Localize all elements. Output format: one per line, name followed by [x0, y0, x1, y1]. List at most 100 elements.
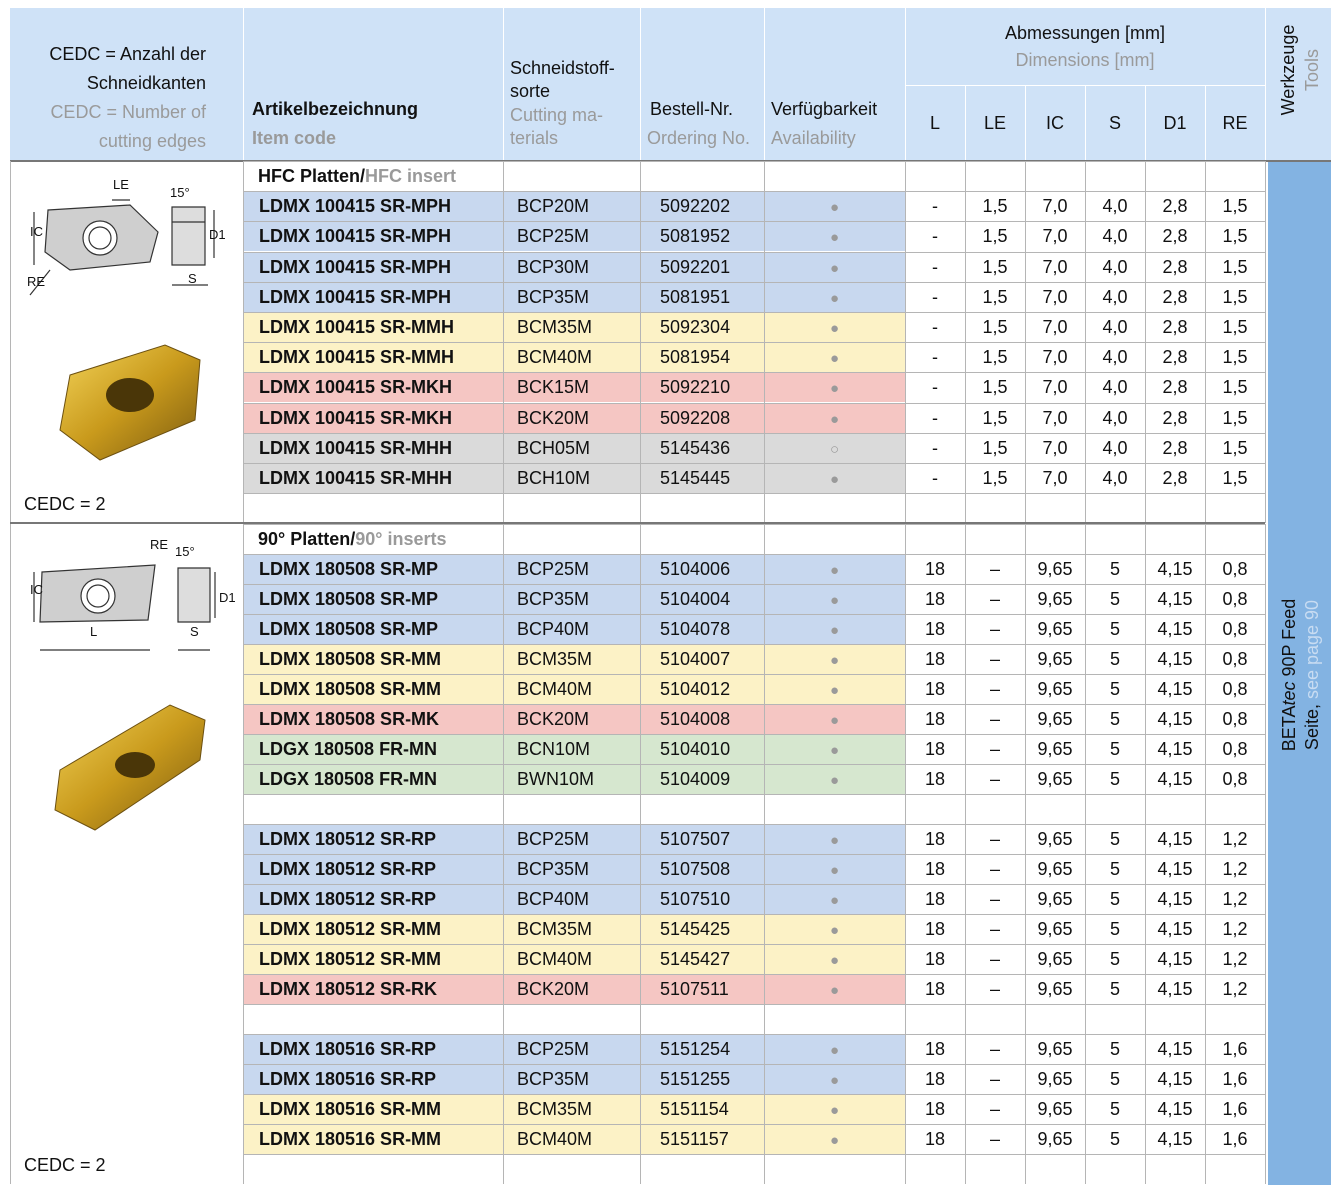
dimension: 5: [1109, 739, 1120, 759]
dimension: 5: [1109, 679, 1120, 699]
dimension: 2,8: [1162, 347, 1188, 367]
dimension: 0,8: [1222, 679, 1248, 699]
item-code: LDMX 180516 SR-MM: [259, 1099, 442, 1119]
side-bar: [1268, 162, 1331, 1185]
dimension: 18: [924, 589, 946, 609]
item-code: LDMX 180508 SR-MP: [259, 619, 439, 639]
dimension: -: [932, 377, 938, 397]
dimension: 4,0: [1102, 257, 1128, 277]
title-de: 90° Platten/: [258, 529, 356, 549]
avail-de: Verfügbarkeit: [771, 99, 878, 119]
availability: ●: [829, 1132, 840, 1149]
item-code: LDMX 180508 SR-MM: [259, 649, 442, 669]
dimension: 7,0: [1042, 257, 1068, 277]
side-brand-italic: tec: [1279, 681, 1299, 706]
dimension: –: [989, 769, 1000, 789]
dimension: 0,8: [1222, 619, 1248, 639]
side-brand: BETA: [1279, 705, 1299, 752]
item-code: LDMX 180516 SR-MM: [259, 1129, 442, 1149]
row-highlight: [244, 434, 905, 463]
dimension: 9,65: [1037, 979, 1073, 999]
item-code: LDMX 180508 SR-MP: [259, 559, 439, 579]
cutting-material: BCM40M: [517, 347, 593, 367]
row-highlight: [244, 645, 905, 674]
dimension: 9,65: [1037, 679, 1073, 699]
article-en: Item code: [252, 128, 337, 148]
dimension: 2,8: [1162, 196, 1188, 216]
dimension: 1,5: [1222, 226, 1248, 246]
order-number: 5104004: [660, 589, 731, 609]
dimension: 4,0: [1102, 377, 1128, 397]
dimension: 2,8: [1162, 408, 1188, 428]
dimension: 9,65: [1037, 559, 1073, 579]
availability: ●: [829, 380, 840, 397]
grid-line: [243, 764, 1265, 765]
grid-line: [1085, 161, 1086, 523]
dimension: 1,2: [1222, 829, 1248, 849]
dim-label: RE: [1222, 113, 1248, 133]
grid-line: [243, 221, 1265, 222]
dimension: 1,5: [1222, 287, 1248, 307]
dimension: 5: [1109, 859, 1120, 879]
grid-line: [1265, 161, 1266, 523]
dimension: 2,8: [1162, 287, 1188, 307]
row-highlight: [244, 585, 905, 614]
diagram-label: D1: [219, 590, 236, 605]
dimension: 4,0: [1102, 226, 1128, 246]
dimension: –: [989, 949, 1000, 969]
row-highlight: [244, 343, 905, 372]
dimension: 4,15: [1157, 889, 1193, 909]
dimension: 7,0: [1042, 317, 1068, 337]
dimension: -: [932, 408, 938, 428]
dimension: –: [989, 1069, 1000, 1089]
availability: ●: [829, 622, 840, 639]
item-code: LDMX 100415 SR-MMH: [259, 347, 455, 367]
diagram-label: RE: [150, 537, 169, 552]
article-de: Artikelbezeichnung: [252, 99, 419, 119]
grid-line: [905, 85, 1265, 86]
order-number: 5081951: [660, 287, 731, 307]
dimension: -: [932, 196, 938, 216]
grid-line: [1145, 85, 1146, 160]
dimension: 4,15: [1157, 649, 1193, 669]
material-en: terials: [510, 128, 559, 148]
dimension: 1,2: [1222, 889, 1248, 909]
order-number: 5104009: [660, 769, 731, 789]
dimension: 1,5: [982, 226, 1008, 246]
dimension: –: [989, 589, 1000, 609]
order-number: 5081952: [660, 226, 731, 246]
dimension: -: [932, 317, 938, 337]
dimension: 5: [1109, 1099, 1120, 1119]
dimension: 1,2: [1222, 949, 1248, 969]
dimension: 5: [1109, 1069, 1120, 1089]
item-code: LDMX 180512 SR-RP: [259, 859, 437, 879]
cutting-material: BCK20M: [517, 709, 590, 729]
order-number: 5145427: [660, 949, 731, 969]
grid-line: [243, 704, 1265, 705]
item-code: LDMX 100415 SR-MKH: [259, 408, 453, 428]
row-highlight: [244, 765, 905, 794]
dimension: 18: [924, 949, 946, 969]
item-code: LDMX 180512 SR-MM: [259, 919, 442, 939]
grid-line: [243, 674, 1265, 675]
dim-label: IC: [1046, 113, 1064, 133]
row-highlight: [244, 915, 905, 944]
dimension: 1,5: [1222, 196, 1248, 216]
item-code: LDMX 180516 SR-RP: [259, 1039, 437, 1059]
dimension: 5: [1109, 649, 1120, 669]
grid-line: [10, 161, 11, 523]
grid-line: [905, 524, 906, 1184]
item-code: LDGX 180508 FR-MN: [259, 739, 438, 759]
availability: ●: [829, 199, 840, 216]
dimension: –: [989, 979, 1000, 999]
grid-line: [965, 524, 966, 1184]
dimension: 4,15: [1157, 589, 1193, 609]
grid-line: [1085, 85, 1086, 160]
dimension: 1,5: [982, 287, 1008, 307]
order-number: 5151255: [660, 1069, 731, 1089]
order-number: 5107508: [660, 859, 731, 879]
dimension: -: [932, 468, 938, 488]
availability: ●: [829, 592, 840, 609]
order-number: 5145425: [660, 919, 731, 939]
